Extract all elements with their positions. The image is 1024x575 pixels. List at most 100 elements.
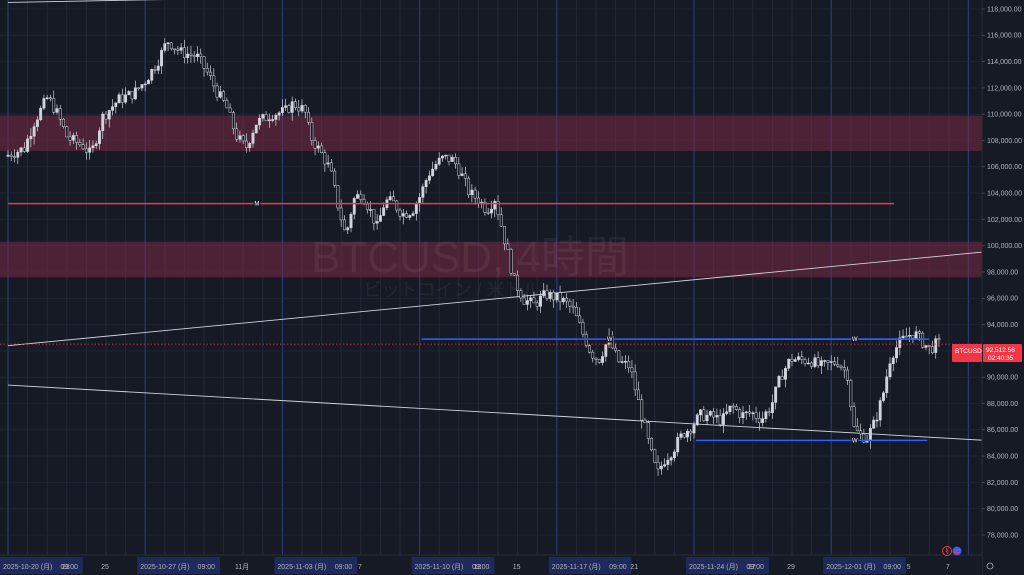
candle <box>699 409 702 422</box>
candle <box>689 429 693 442</box>
candle <box>565 293 569 309</box>
candle <box>499 207 503 227</box>
candle <box>836 356 840 369</box>
candle <box>42 94 46 111</box>
candle <box>32 122 36 145</box>
candle <box>921 331 925 349</box>
candle <box>222 90 226 102</box>
y-tick-label: 114,000.00 <box>987 59 1022 66</box>
candle <box>375 214 379 230</box>
candle <box>901 329 905 340</box>
candle <box>434 160 438 171</box>
candle <box>898 330 902 356</box>
candle <box>512 272 516 276</box>
x-tick-highlight <box>743 557 769 574</box>
y-tick-label: 80,000.00 <box>987 506 1018 513</box>
candle <box>284 98 288 112</box>
candle <box>173 48 177 55</box>
candle <box>336 185 340 211</box>
candle <box>692 421 696 439</box>
candle <box>150 68 154 84</box>
trendline[interactable] <box>7 249 1008 347</box>
candle <box>891 355 895 372</box>
candle <box>120 88 124 109</box>
candle <box>297 99 301 117</box>
candle <box>558 285 562 311</box>
candle <box>356 190 359 200</box>
candle <box>411 210 415 217</box>
candle <box>904 327 908 338</box>
candle <box>728 405 732 415</box>
candle <box>525 294 529 311</box>
candle <box>251 129 255 148</box>
horizontal-lines[interactable]: M W W W <box>8 200 930 445</box>
candle <box>882 390 885 403</box>
candle <box>757 411 761 431</box>
y-tick-label: 88,000.00 <box>987 401 1018 408</box>
x-tick-highlight <box>57 557 83 574</box>
candle <box>630 360 634 379</box>
candle <box>686 428 689 443</box>
x-tick-label: 09:00 <box>472 564 490 571</box>
candle <box>457 157 461 180</box>
settings-icon[interactable] <box>986 562 994 570</box>
y-tick-label: 94,000.00 <box>987 322 1018 329</box>
candle <box>846 366 849 386</box>
x-tick-label: 2025-11-24 (月) <box>689 563 738 571</box>
y-tick-label: 84,000.00 <box>987 454 1018 461</box>
candle <box>829 355 833 371</box>
y-tick-label: 108,000.00 <box>987 138 1022 145</box>
candle <box>810 361 814 369</box>
candle <box>914 326 918 340</box>
candle <box>153 65 157 74</box>
candle <box>522 293 526 305</box>
candle <box>849 379 853 411</box>
candles <box>6 38 941 476</box>
candle <box>751 411 755 421</box>
candle <box>130 91 134 104</box>
x-tick-label: 09:00 <box>60 564 78 571</box>
candle <box>731 403 735 414</box>
candle <box>627 355 631 373</box>
candle <box>770 394 774 419</box>
supply-zone[interactable] <box>0 115 982 152</box>
candle <box>797 352 800 362</box>
candle <box>245 133 248 153</box>
candle <box>682 432 686 439</box>
candle <box>231 110 235 135</box>
y-tick-label: 90,000.00 <box>987 375 1018 382</box>
candle <box>571 298 575 314</box>
y-tick-label: 104,000.00 <box>987 191 1022 198</box>
candle <box>819 356 823 375</box>
horizontal-line[interactable]: W <box>695 436 928 445</box>
line-marker-label: M <box>254 202 259 208</box>
horizontal-line[interactable]: M <box>8 200 894 208</box>
trendline[interactable] <box>7 0 365 3</box>
candle <box>777 374 781 388</box>
candle <box>793 357 797 362</box>
flag-icon[interactable] <box>952 546 962 556</box>
candle <box>192 51 196 63</box>
candle <box>271 114 275 123</box>
candle <box>209 65 212 81</box>
candle <box>633 364 637 397</box>
trendline[interactable] <box>7 384 1008 443</box>
price-axis[interactable]: 78,000.00 80,000.00 82,000.00 84,000.00 86,0… <box>981 0 1024 575</box>
candle <box>839 364 843 371</box>
candle <box>790 353 794 367</box>
horizontal-line[interactable]: W <box>695 335 920 344</box>
candle <box>676 432 680 457</box>
candle <box>19 147 23 157</box>
candle <box>52 90 56 115</box>
candle <box>493 199 497 218</box>
candle <box>705 409 709 425</box>
candle <box>646 420 650 444</box>
candle <box>695 413 699 427</box>
supply-zone[interactable] <box>0 241 982 278</box>
candle <box>182 39 186 64</box>
y-tick-label: 112,000.00 <box>987 85 1022 92</box>
lightning-icon[interactable] <box>942 546 952 556</box>
trendlines[interactable] <box>7 0 1008 443</box>
